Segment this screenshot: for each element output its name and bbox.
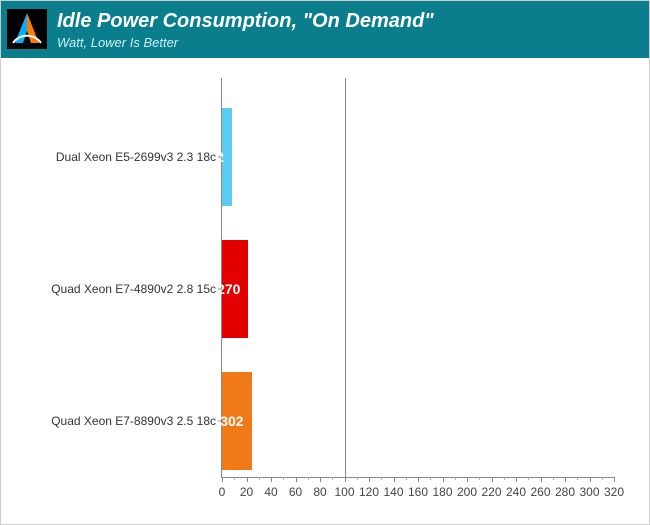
titles: Idle Power Consumption, "On Demand" Watt…	[57, 9, 643, 50]
x-tick	[345, 477, 346, 482]
x-tick	[516, 477, 517, 482]
y-tick	[218, 157, 222, 158]
bar-label: Quad Xeon E7-4890v2 2.8 15c	[16, 281, 216, 297]
x-minor-tick	[455, 477, 456, 480]
x-tick-label: 200	[457, 485, 477, 499]
x-tick-label: 20	[240, 485, 253, 499]
x-tick	[590, 477, 591, 482]
x-tick-label: 240	[506, 485, 526, 499]
x-tick	[492, 477, 493, 482]
x-minor-tick	[577, 477, 578, 480]
x-tick	[443, 477, 444, 482]
x-tick	[296, 477, 297, 482]
x-minor-tick	[602, 477, 603, 480]
x-tick-label: 120	[359, 485, 379, 499]
bar-row: Quad Xeon E7-4890v2 2.8 15c270	[222, 240, 253, 338]
x-tick	[394, 477, 395, 482]
y-tick	[218, 421, 222, 422]
bar-row: Dual Xeon E5-2699v3 2.3 18c102	[222, 108, 253, 206]
chart-subtitle: Watt, Lower Is Better	[57, 35, 643, 50]
bar-label: Dual Xeon E5-2699v3 2.3 18c	[16, 149, 216, 165]
bar-row: Quad Xeon E7-8890v3 2.5 18c302	[222, 372, 253, 470]
x-tick	[614, 477, 615, 482]
x-minor-tick	[406, 477, 407, 480]
x-minor-tick	[259, 477, 260, 480]
x-minor-tick	[357, 477, 358, 480]
x-tick-label: 0	[219, 485, 226, 499]
x-tick-label: 140	[383, 485, 403, 499]
x-tick	[418, 477, 419, 482]
gridline	[345, 78, 346, 477]
x-tick	[565, 477, 566, 482]
bar: 102	[222, 108, 232, 206]
x-tick	[541, 477, 542, 482]
x-tick-label: 260	[530, 485, 550, 499]
logo-icon	[7, 9, 47, 49]
x-minor-tick	[381, 477, 382, 480]
x-tick-label: 320	[604, 485, 624, 499]
x-tick-label: 40	[264, 485, 277, 499]
x-tick-label: 60	[289, 485, 302, 499]
chart-title: Idle Power Consumption, "On Demand"	[57, 9, 643, 33]
y-tick	[218, 289, 222, 290]
x-minor-tick	[283, 477, 284, 480]
x-minor-tick	[528, 477, 529, 480]
x-tick-label: 220	[481, 485, 501, 499]
x-minor-tick	[504, 477, 505, 480]
x-tick-label: 160	[408, 485, 428, 499]
bar: 270	[222, 240, 248, 338]
x-minor-tick	[479, 477, 480, 480]
x-minor-tick	[234, 477, 235, 480]
x-minor-tick	[553, 477, 554, 480]
x-tick	[222, 477, 223, 482]
x-tick-label: 80	[313, 485, 326, 499]
x-tick-label: 100	[334, 485, 354, 499]
chart-container: Idle Power Consumption, "On Demand" Watt…	[0, 0, 650, 525]
x-tick	[271, 477, 272, 482]
x-tick-label: 300	[579, 485, 599, 499]
x-tick	[467, 477, 468, 482]
x-minor-tick	[308, 477, 309, 480]
plot-area: 0204060801001201401601802002202402602803…	[221, 78, 614, 478]
bar: 302	[222, 372, 252, 470]
x-tick-label: 180	[432, 485, 452, 499]
x-minor-tick	[430, 477, 431, 480]
bar-label: Quad Xeon E7-8890v3 2.5 18c	[16, 413, 216, 429]
x-minor-tick	[332, 477, 333, 480]
x-tick-label: 280	[555, 485, 575, 499]
x-tick	[320, 477, 321, 482]
chart-area: 0 20 40 60 80 100 120 140 160 180 200 220 240 260 280 3…	[11, 78, 639, 508]
x-tick	[247, 477, 248, 482]
x-tick	[369, 477, 370, 482]
chart-header: Idle Power Consumption, "On Demand" Watt…	[1, 1, 649, 58]
